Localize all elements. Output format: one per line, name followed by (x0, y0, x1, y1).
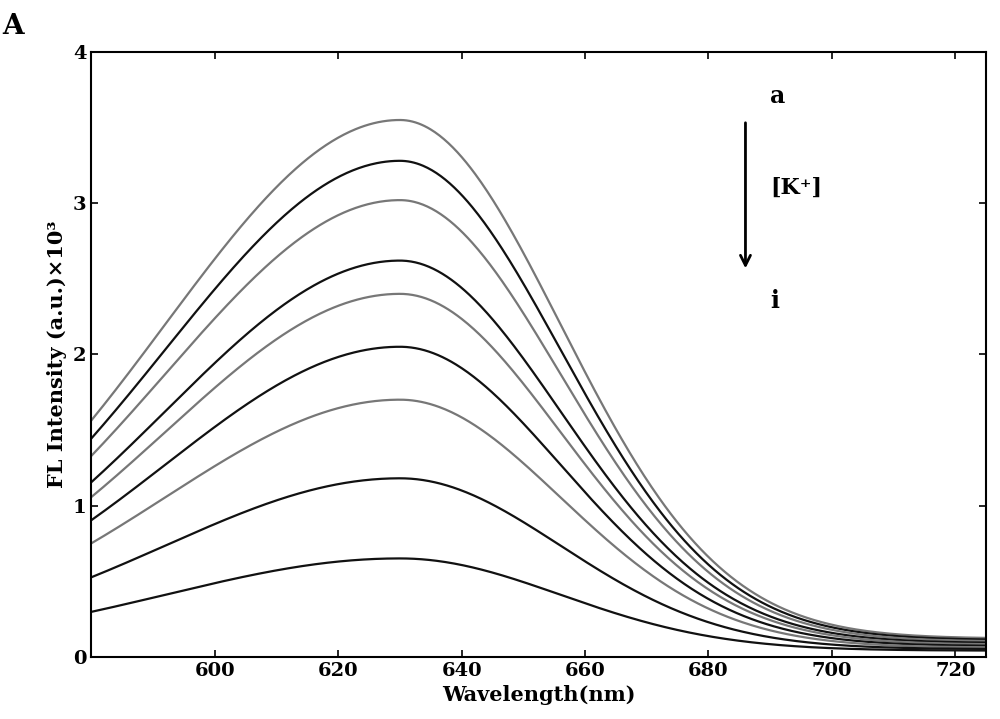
Text: i: i (770, 289, 779, 313)
Text: [K⁺]: [K⁺] (770, 177, 822, 199)
Y-axis label: FL Intensity (a.u.)×10³: FL Intensity (a.u.)×10³ (47, 221, 67, 488)
Text: A: A (2, 13, 24, 40)
Text: a: a (770, 84, 785, 108)
X-axis label: Wavelength(nm): Wavelength(nm) (442, 685, 636, 705)
